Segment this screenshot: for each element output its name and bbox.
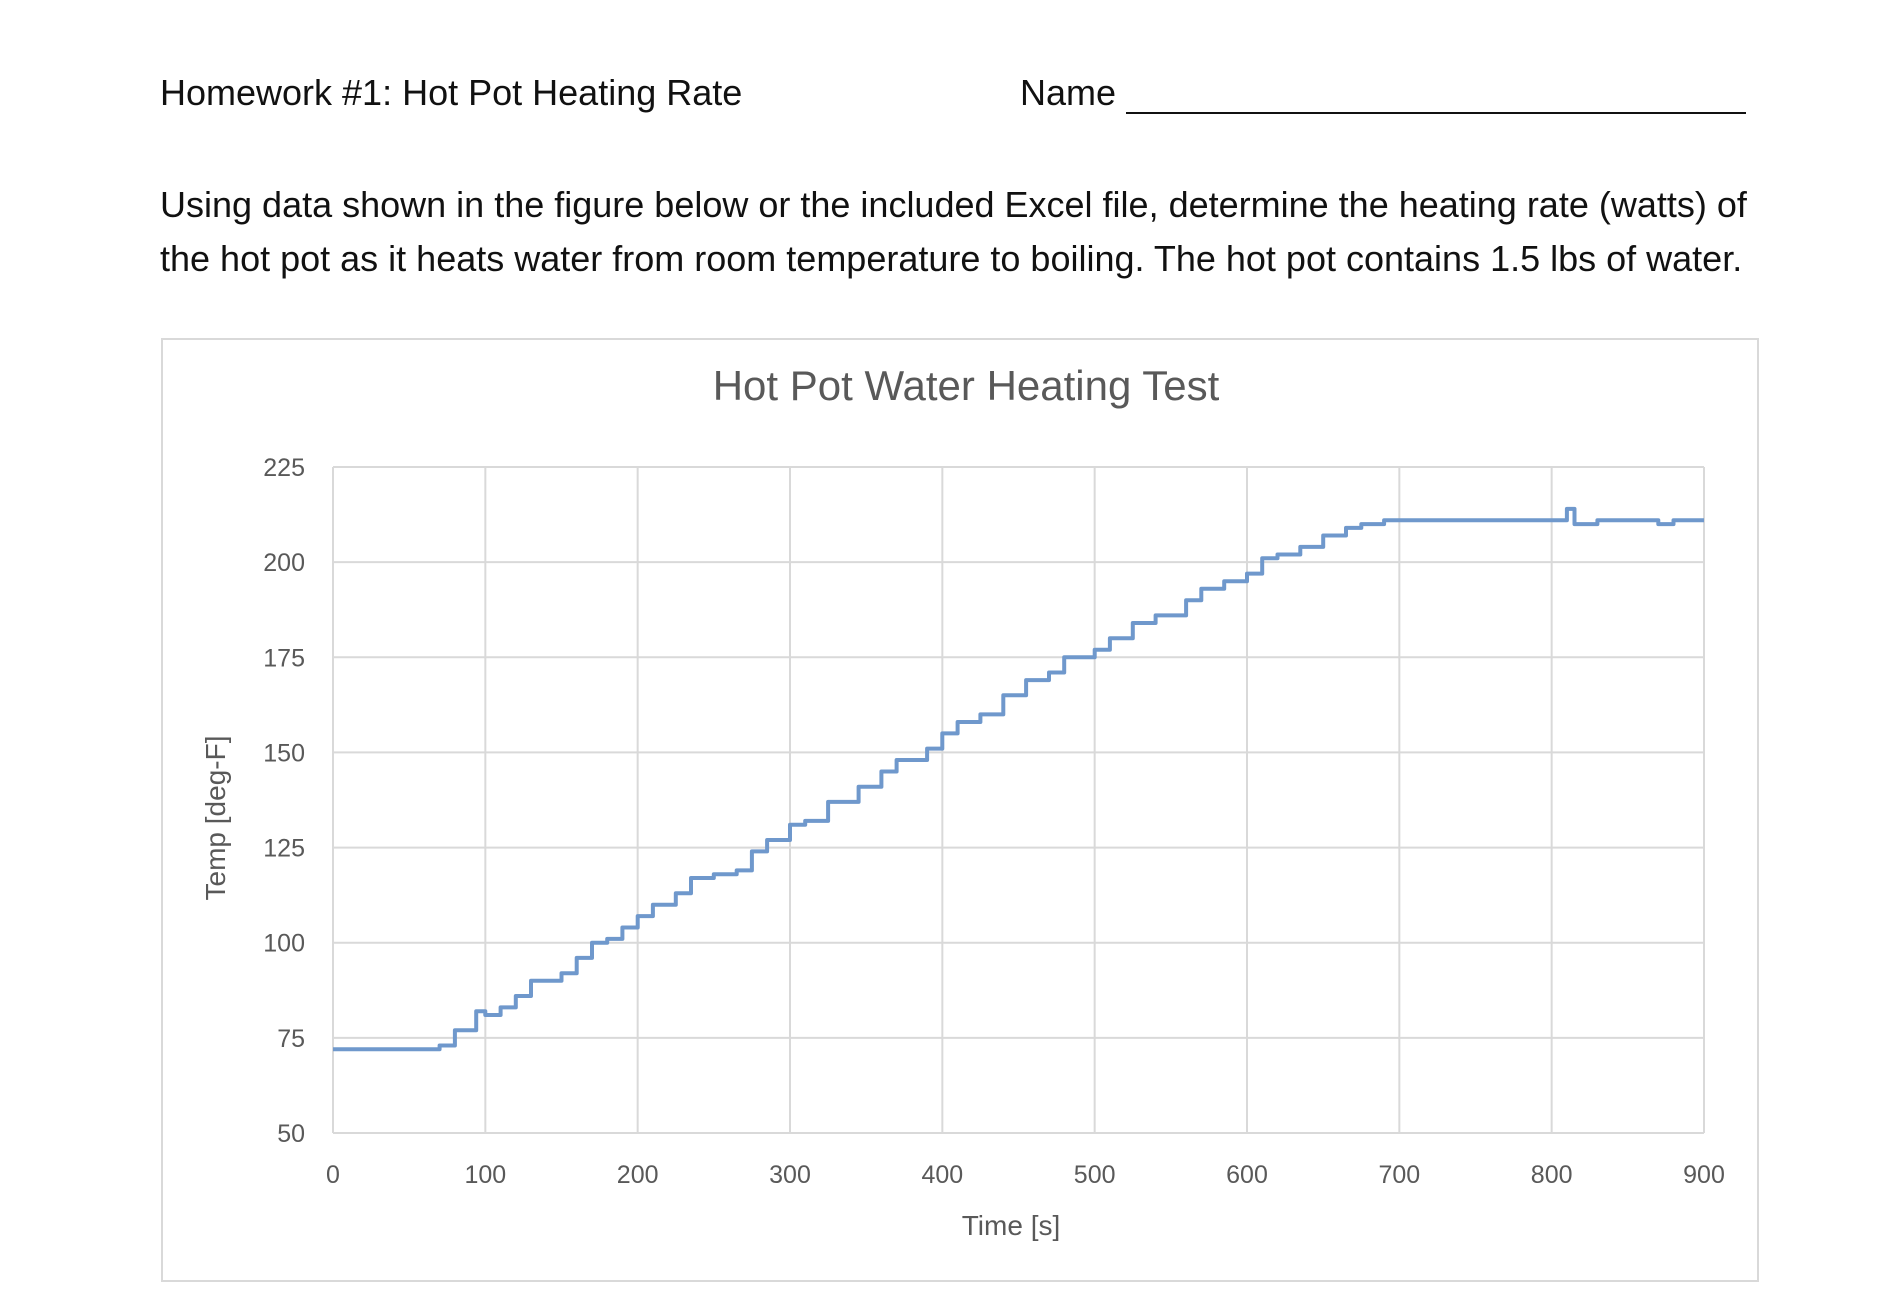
gridlines xyxy=(332,466,1705,1134)
line-chart: Hot Pot Water Heating Test Time [s] Temp… xyxy=(200,362,1725,1241)
x-tick-label: 900 xyxy=(1683,1161,1725,1189)
x-tick-label: 100 xyxy=(464,1161,506,1189)
y-tick-label: 200 xyxy=(263,549,305,577)
x-axis-label: Time [s] xyxy=(962,1210,1061,1241)
y-tick-label: 225 xyxy=(263,454,305,482)
y-tick-label: 125 xyxy=(263,835,305,863)
x-tick-label: 600 xyxy=(1226,1161,1268,1189)
y-tick-label: 175 xyxy=(263,644,305,672)
x-tick-label: 500 xyxy=(1074,1161,1116,1189)
y-tick-label: 50 xyxy=(277,1120,305,1148)
x-tick-label: 300 xyxy=(769,1161,811,1189)
y-tick-label: 150 xyxy=(263,739,305,767)
temperature-series-line xyxy=(333,506,1704,1052)
y-tick-label: 100 xyxy=(263,930,305,958)
x-tick-label: 200 xyxy=(617,1161,659,1189)
homework-title: Homework #1: Hot Pot Heating Rate xyxy=(160,72,743,113)
x-tick-label: 800 xyxy=(1531,1161,1573,1189)
chart-area: Hot Pot Water Heating Test Time [s] Temp… xyxy=(161,338,1759,1282)
name-label: Name xyxy=(1020,72,1117,113)
chart-title: Hot Pot Water Heating Test xyxy=(713,362,1220,409)
x-tick-label: 400 xyxy=(921,1161,963,1189)
name-blank-line xyxy=(1126,78,1747,114)
y-tick-label: 75 xyxy=(277,1025,305,1053)
document-header: Homework #1: Hot Pot Heating Rate Name xyxy=(160,72,1760,122)
y-axis-label: Temp [deg-F] xyxy=(200,736,231,901)
name-field: Name xyxy=(1020,72,1747,114)
x-tick-label: 0 xyxy=(326,1161,340,1189)
instructions-paragraph: Using data shown in the figure below or … xyxy=(160,184,1747,279)
x-tick-label: 700 xyxy=(1378,1161,1420,1189)
